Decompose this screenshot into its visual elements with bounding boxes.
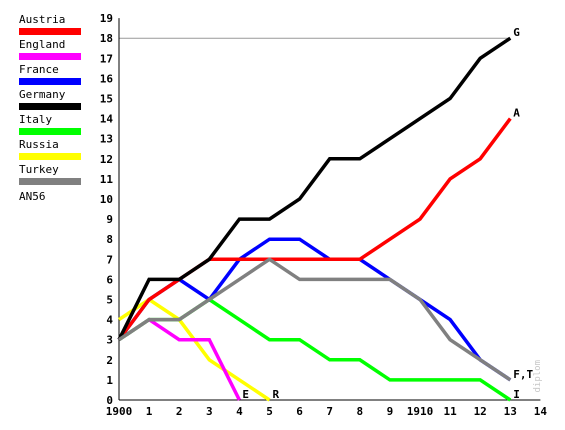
x-tick-label: 6: [296, 405, 303, 418]
end-label-germany: G: [513, 26, 520, 39]
legend-swatch: [19, 178, 81, 185]
legend-label: Turkey: [19, 163, 59, 176]
series-line-france: [117, 237, 512, 382]
y-tick-label: 12: [100, 153, 113, 166]
x-tick-label: 9: [387, 405, 394, 418]
series-line-germany: [117, 36, 512, 341]
series-line-austria: [117, 117, 512, 341]
legend-label: Austria: [19, 13, 66, 26]
y-tick-label: 0: [106, 394, 113, 407]
x-tick-label: 12: [474, 405, 487, 418]
y-tick-label: 13: [100, 133, 113, 146]
x-tick-label: 3: [206, 405, 213, 418]
x-tick-label: 13: [504, 405, 517, 418]
legend-label: Russia: [19, 138, 59, 151]
y-tick-label: 2: [106, 354, 113, 367]
legend-item: Germany: [19, 89, 89, 114]
end-label-italy: I: [513, 388, 520, 401]
x-tick-label: 1900: [106, 405, 133, 418]
x-tick-label: 8: [356, 405, 363, 418]
legend-swatch: [19, 103, 81, 110]
y-tick-label: 11: [100, 173, 114, 186]
legend-item: Turkey: [19, 164, 89, 189]
y-tick-label: 19: [100, 12, 113, 25]
end-label-austria: A: [513, 107, 520, 120]
x-tick-label: 14: [534, 405, 548, 418]
legend-swatch: [19, 53, 81, 60]
legend-label: Italy: [19, 113, 53, 126]
x-tick-label: 1910: [407, 405, 434, 418]
x-tick-label: 5: [266, 405, 273, 418]
y-tick-label: 17: [100, 52, 113, 65]
y-tick-label: 6: [106, 273, 113, 286]
legend-item: Austria: [19, 14, 89, 39]
legend-label: England: [19, 38, 66, 51]
y-tick-label: 7: [106, 253, 113, 266]
legend-swatch: [19, 153, 81, 160]
x-tick-label: 7: [326, 405, 333, 418]
end-label-turkey: F,T: [513, 368, 533, 381]
y-tick-label: 10: [100, 193, 113, 206]
legend-swatch: [19, 28, 81, 35]
legend-swatch: [19, 78, 81, 85]
y-tick-label: 14: [100, 113, 114, 126]
x-tick-label: 1: [146, 405, 153, 418]
legend-item: Italy: [19, 114, 89, 139]
series-line-turkey: [118, 257, 512, 382]
y-tick-label: 8: [106, 233, 113, 246]
y-tick-label: 16: [100, 72, 114, 85]
y-tick-label: 3: [106, 334, 113, 347]
axes: [118, 18, 541, 401]
y-tick-label: 4: [106, 314, 113, 327]
legend: Austria England France Germany Italy Russia Tu…: [19, 14, 89, 203]
legend-label: France: [19, 63, 59, 76]
y-tick-label: 5: [106, 294, 113, 307]
legend-item: England: [19, 39, 89, 64]
series-line-england: [118, 317, 241, 401]
legend-note: AN56: [19, 190, 46, 203]
y-tick-label: 9: [106, 213, 113, 226]
series-line-italy: [118, 297, 512, 402]
x-tick-label: 11: [443, 405, 457, 418]
y-tick-label: 15: [100, 93, 113, 106]
legend-swatch: [19, 128, 81, 135]
y-tick-label: 18: [100, 32, 113, 45]
x-tick-label: 2: [176, 405, 183, 418]
series-line-russia: [118, 297, 271, 402]
series-layer: [117, 36, 512, 402]
x-tick-label: 4: [236, 405, 243, 418]
watermark: diplom: [533, 360, 543, 393]
y-tick-label: 1: [106, 374, 113, 387]
legend-item: France: [19, 64, 89, 89]
legend-label: Germany: [19, 88, 66, 101]
end-label-england: E: [242, 388, 249, 401]
end-label-russia: R: [273, 388, 280, 401]
legend-item: Russia: [19, 139, 89, 164]
